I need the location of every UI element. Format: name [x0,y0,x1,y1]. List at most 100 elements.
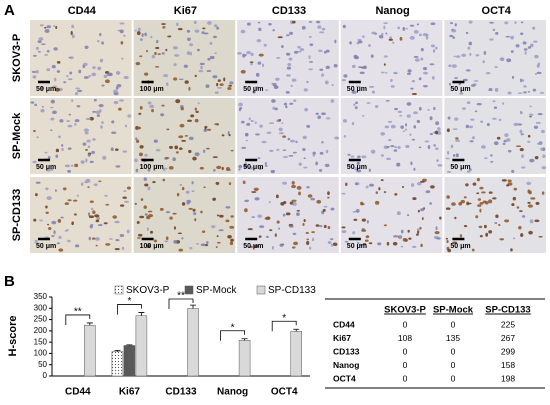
nucleus [462,78,468,82]
nucleus [44,53,49,56]
table-cell: 0 [403,346,408,356]
nucleus [91,237,96,240]
nucleus [247,22,251,26]
nucleus [164,240,169,243]
y-tick-label: 200 [34,326,48,335]
nucleus [195,110,199,113]
nucleus [327,225,331,230]
nucleus [110,147,114,152]
nucleus [120,41,124,45]
nucleus [308,35,312,38]
nucleus [74,213,77,216]
nucleus [324,80,329,85]
significance-label: ** [177,291,185,302]
nucleus [331,84,334,87]
nucleus [490,154,493,157]
nucleus [479,202,484,205]
nucleus [479,208,482,213]
nucleus [136,126,142,130]
nucleus [504,133,509,137]
nucleus [306,124,311,128]
error-bar [241,338,248,341]
nucleus [490,161,494,163]
nucleus [258,235,262,238]
nucleus [184,135,189,137]
nucleus [352,210,357,213]
nucleus [119,204,125,207]
nucleus [471,248,475,252]
nucleus [411,245,417,248]
nucleus [510,248,513,252]
nucleus [167,35,172,38]
nucleus [155,46,160,50]
nucleus [449,22,454,25]
nucleus [91,72,97,77]
nucleus [34,239,38,244]
bar [290,331,302,377]
micrograph: 50 μm [444,20,546,96]
nucleus [383,22,388,24]
y-tick-label: 150 [34,337,48,346]
nucleus [194,107,197,111]
nucleus [268,201,271,204]
nucleus [190,114,195,118]
nucleus [469,52,472,56]
nucleus [83,128,89,133]
nucleus [533,125,539,129]
nucleus [448,82,451,86]
nucleus [317,25,322,29]
nucleus [145,49,149,53]
nucleus [369,85,375,88]
table-cell: 0 [403,373,408,383]
bar [238,340,251,377]
nucleus [45,187,49,191]
y-tick-label: 0 [43,371,48,380]
nucleus [261,140,267,144]
nucleus [215,181,220,185]
nucleus [216,214,220,217]
nucleus [303,157,306,160]
nucleus [101,121,104,124]
nucleus [472,182,477,186]
nucleus [292,201,297,206]
nucleus [200,243,206,247]
nucleus [38,37,44,41]
nucleus [97,66,102,71]
nucleus [396,162,401,167]
nucleus [46,68,51,72]
nucleus [375,104,379,109]
nucleus [199,62,205,66]
nucleus [186,51,191,55]
nucleus [33,218,37,222]
nucleus [480,120,484,123]
nucleus [35,46,39,50]
nucleus [394,146,398,148]
nucleus [435,226,438,231]
nucleus [258,167,262,170]
nucleus [399,114,403,117]
nucleus [318,168,323,172]
nucleus [80,182,84,186]
nucleus [520,233,524,237]
nucleus [517,123,523,126]
row-label: SKOV3-P [11,34,23,82]
nucleus [341,230,347,234]
nucleus [84,180,89,184]
nucleus [355,85,361,88]
nucleus [258,53,264,57]
nucleus [293,241,299,246]
nucleus [437,127,441,131]
nucleus [50,235,55,237]
nucleus [45,205,48,209]
nucleus [103,222,108,225]
nucleus [418,33,422,37]
nucleus [290,139,296,143]
nucleus [274,233,278,237]
nucleus [165,82,169,87]
nucleus [342,119,348,123]
nucleus [430,185,435,189]
nucleus [144,213,148,216]
nucleus [146,215,151,220]
nucleus [60,216,64,219]
nucleus [59,119,64,123]
